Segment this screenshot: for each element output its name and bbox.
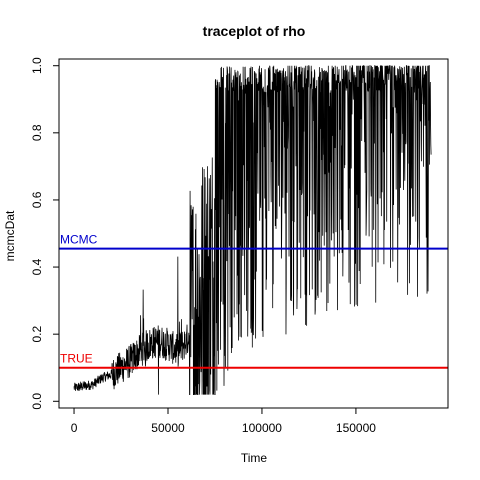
x-tick-label: 50000 xyxy=(151,421,185,435)
plot-frame xyxy=(58,58,449,409)
reference-lines: MCMC TRUE xyxy=(59,233,448,369)
chart-title: traceplot of rho xyxy=(203,23,306,39)
y-tick-label: 0.0 xyxy=(30,393,44,410)
x-tick-label: 0 xyxy=(71,421,78,435)
x-tick-label: 150000 xyxy=(336,421,376,435)
y-tick-label: 0.2 xyxy=(30,326,44,343)
x-axis-label: Time xyxy=(241,451,268,465)
axes: 0 50000 100000 150000 0.0 0.2 0.4 0.6 0.8 1.0 xyxy=(30,57,376,435)
y-tick-label: 0.8 xyxy=(30,124,44,141)
y-tick-label: 1.0 xyxy=(30,57,44,74)
y-axis-label: mcmcDat xyxy=(3,210,17,261)
trace-line xyxy=(73,65,432,395)
reference-line-label: MCMC xyxy=(60,233,98,247)
reference-line-label: TRUE xyxy=(60,352,93,366)
y-tick-label: 0.4 xyxy=(30,258,44,275)
trace-series xyxy=(73,65,432,395)
x-tick-label: 100000 xyxy=(242,421,282,435)
y-tick-label: 0.6 xyxy=(30,191,44,208)
